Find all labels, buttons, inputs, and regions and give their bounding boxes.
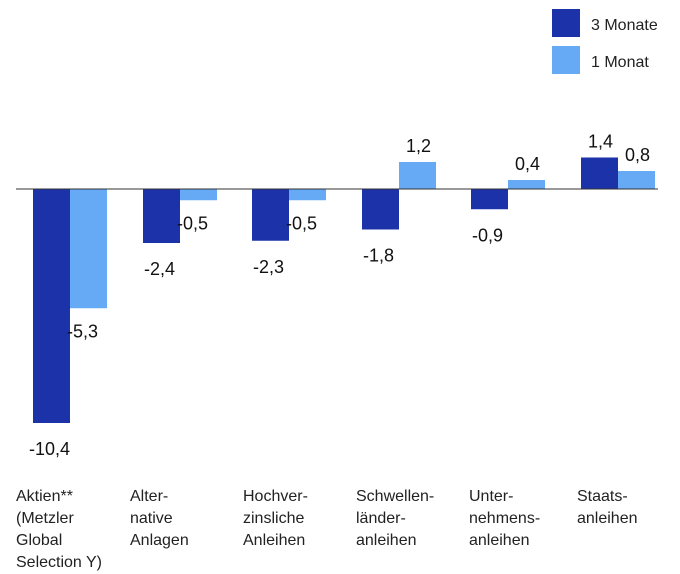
category-label-line: Alter- <box>130 488 169 505</box>
value-label-1m-5: 0,8 <box>625 145 650 165</box>
legend-label-3m: 3 Monate <box>591 17 658 34</box>
category-label-line: Staats- <box>577 488 628 505</box>
category-label-line: Global <box>16 532 63 549</box>
bar-1m-2 <box>289 189 326 201</box>
category-label-2: Hochver-zinsliche Anleihen <box>243 486 308 552</box>
category-label-line: anleihen <box>356 532 417 549</box>
value-label-1m-1: -0,5 <box>177 213 208 233</box>
bar-1m-3 <box>399 162 436 189</box>
category-label-line: länder- <box>356 510 406 527</box>
category-label-line: Selection Y) <box>16 554 102 571</box>
bar-1m-4 <box>508 180 545 189</box>
value-label-3m-0: -10,4 <box>29 439 70 459</box>
bar-1m-1 <box>180 189 217 201</box>
category-label-line: Hochver- <box>243 488 308 505</box>
value-labels-group: -10,4 -2,4 -2,3 -1,8 -0,9 1,4 -5,3 -0,5 -0,5 1,2 0… <box>29 132 650 460</box>
bar-1m-0 <box>70 189 107 309</box>
value-label-3m-1: -2,4 <box>144 259 175 279</box>
category-label-5: Staats-anleihen <box>577 486 638 530</box>
value-label-3m-2: -2,3 <box>253 257 284 277</box>
legend-swatch-3m <box>552 9 580 37</box>
category-label-line: zinsliche <box>243 510 305 527</box>
category-label-line: Unter- <box>469 488 514 505</box>
bar-3m-5 <box>581 157 618 189</box>
bar-3m-3 <box>362 189 399 230</box>
bar-3m-2 <box>252 189 289 241</box>
value-label-3m-3: -1,8 <box>363 246 394 266</box>
legend: 3 Monate 1 Monat <box>552 9 658 74</box>
category-label-line: Schwellen- <box>356 488 435 505</box>
bar-1m-5 <box>618 171 655 189</box>
category-label-line: Anlagen <box>130 532 189 549</box>
category-label-line: Anleihen <box>243 532 306 549</box>
category-label-4: Unter-nehmens-anleihen <box>469 486 540 552</box>
category-label-line: Aktien** <box>16 488 73 505</box>
value-label-1m-0: -5,3 <box>67 321 98 341</box>
category-label-1: Alter-native Anlagen <box>130 486 189 552</box>
value-label-3m-5: 1,4 <box>588 132 613 152</box>
value-label-1m-3: 1,2 <box>406 136 431 156</box>
bar-3m-4 <box>471 189 508 210</box>
category-label-line: native <box>130 510 173 527</box>
category-label-line: nehmens- <box>469 510 541 527</box>
legend-swatch-1m <box>552 46 580 74</box>
value-label-3m-4: -0,9 <box>472 225 503 245</box>
legend-label-1m: 1 Monat <box>591 54 649 71</box>
value-label-1m-2: -0,5 <box>286 213 317 233</box>
bar-3m-0 <box>33 189 70 423</box>
category-label-line: anleihen <box>469 532 530 549</box>
bar-3m-1 <box>143 189 180 243</box>
bars-group <box>33 157 655 423</box>
value-label-1m-4: 0,4 <box>515 154 540 174</box>
category-label-3: Schwellen-länder-anleihen <box>356 486 434 552</box>
category-label-line: anleihen <box>577 510 638 527</box>
category-label-0: Aktien** (Metzler Global Selection Y) <box>16 486 102 574</box>
category-label-line: (Metzler <box>16 510 74 527</box>
